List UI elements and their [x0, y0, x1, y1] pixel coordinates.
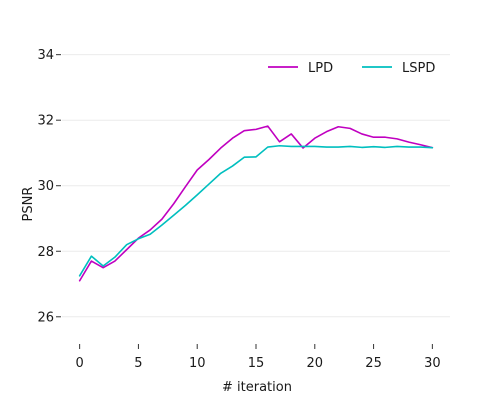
x-axis-title: # iteration — [222, 380, 292, 395]
y-tick-label: 32 — [37, 114, 54, 129]
y-tick-label: 30 — [37, 179, 54, 194]
y-tick-label: 34 — [37, 48, 54, 63]
legend-label-lpd: LPD — [308, 61, 333, 76]
x-tick-label: 5 — [134, 356, 142, 371]
x-tick-label: 15 — [248, 356, 265, 371]
series-line-lpd — [78, 125, 434, 282]
legend-label-lspd: LSPD — [402, 61, 435, 76]
x-tick-label: 30 — [424, 356, 441, 371]
x-tick-label: 20 — [307, 356, 324, 371]
x-tick-label: 25 — [365, 356, 382, 371]
series-line-lspd — [78, 144, 434, 277]
x-tick-label: 0 — [75, 356, 83, 371]
x-tick-label: 10 — [189, 356, 206, 371]
y-tick-label: 28 — [37, 245, 54, 260]
y-axis-title: PSNR — [21, 187, 36, 222]
y-tick-label: 26 — [37, 310, 54, 325]
